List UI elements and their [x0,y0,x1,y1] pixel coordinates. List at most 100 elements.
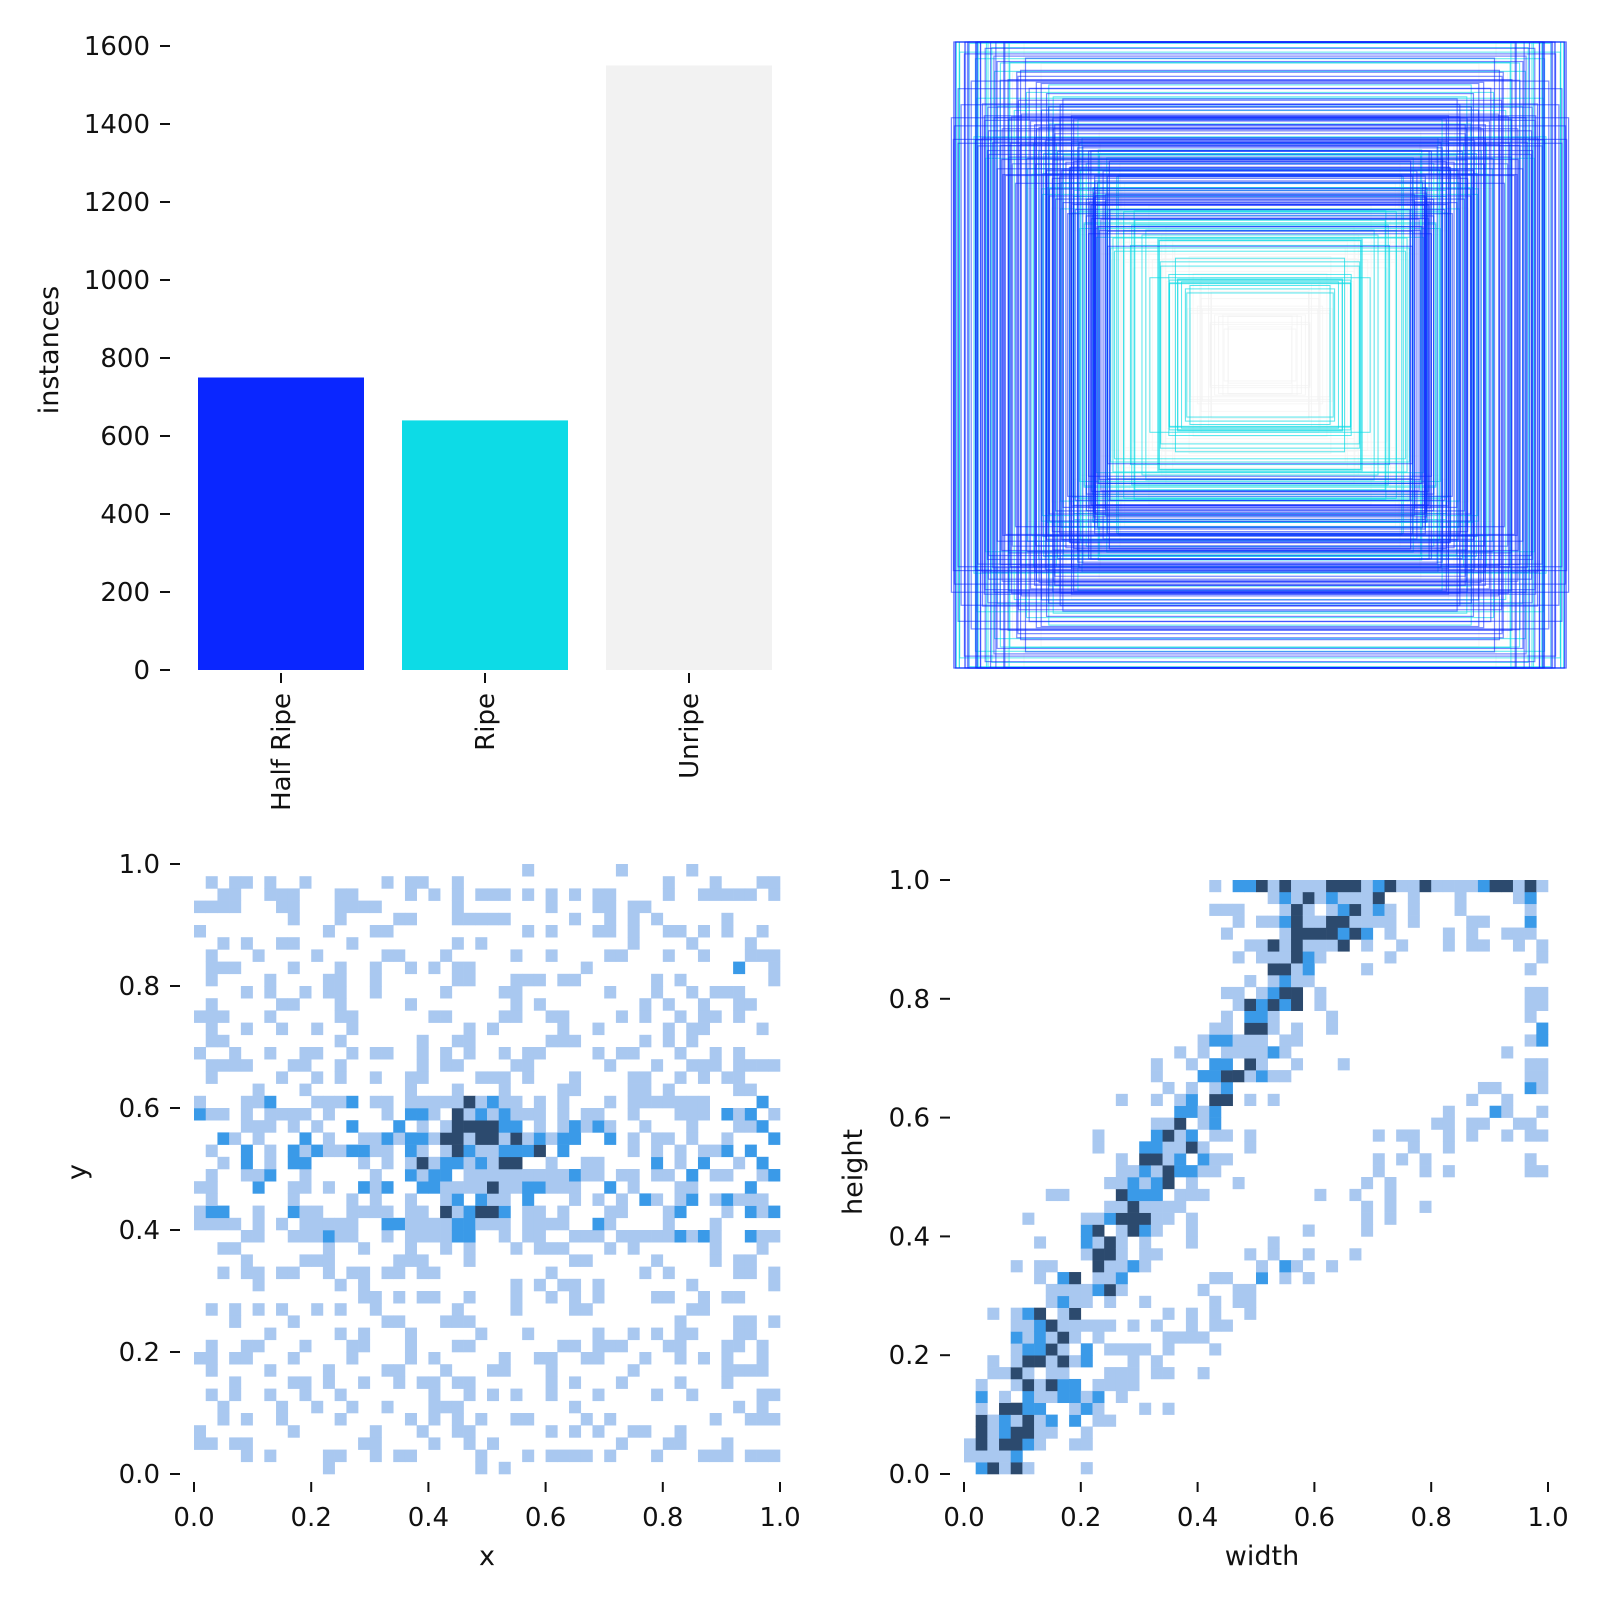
heatmap-cell [639,900,652,914]
heatmap-cell [1127,1200,1140,1213]
heatmap-cell [744,1413,757,1426]
heatmap-cell [1314,880,1327,893]
heatmap-cell [1150,1212,1163,1225]
heatmap-cell [1034,1414,1047,1427]
heatmap-cell [440,1059,453,1072]
heatmap-cell [557,973,570,987]
heatmap-cell [1150,1188,1163,1202]
heatmap-cell [768,1315,781,1328]
box-outline [1095,204,1425,506]
heatmap-cell [1174,1200,1187,1213]
heatmap-cell [287,998,300,1011]
heatmap-cell [498,1156,511,1170]
heatmap-cell [1010,1343,1023,1356]
heatmap-cell [569,1425,582,1438]
heatmap-cell [369,1095,382,1109]
heatmap-cell [1022,1438,1035,1451]
heatmap-cell [463,1156,476,1170]
heatmap-cell [733,1108,746,1121]
heatmap-cell [615,1169,628,1182]
heatmap-cell [1209,1034,1222,1047]
box-outline [1029,120,1491,590]
heatmap-cell [768,1388,781,1402]
box-outline [1129,244,1391,466]
heatmap-cell [756,1095,769,1109]
heatmap-cell [1034,1319,1047,1332]
x-tick-label: 0.8 [642,1503,683,1533]
heatmap-cell [1069,1283,1082,1297]
bar-y-tick-label: 1000 [84,266,150,296]
heatmap-cell [252,1181,265,1194]
box-outline [1052,159,1468,551]
heatmap-cell [592,1388,605,1402]
heatmap-cell [346,1339,359,1353]
heatmap-cell [240,1095,253,1109]
heatmap-cell [1069,1355,1082,1368]
heatmap-cell [416,1217,429,1231]
heatmap-cell [674,1376,687,1389]
heatmap-cell [744,1205,757,1219]
heatmap-cell [475,1144,488,1158]
heatmap-cell [205,900,218,914]
heatmap-cell [498,1193,511,1206]
heatmap-cell [416,1144,429,1158]
heatmap-cell [604,949,617,962]
heatmap-cell [1536,1081,1549,1095]
heatmap-cell [1209,1093,1222,1107]
heatmap-cell [276,1400,289,1414]
heatmap-cell [1349,927,1362,940]
heatmap-cell [299,1230,312,1243]
heatmap-cell [346,1193,359,1206]
heatmap-cell [557,1010,570,1023]
heatmap-cell [1512,927,1525,940]
y-tick-label: 0.4 [889,1222,930,1252]
heatmap-cell [1034,1331,1047,1344]
box-outline [1070,203,1450,507]
heatmap-cell [1034,1272,1047,1285]
heatmap-cell [498,986,511,999]
heatmap-cell [1197,1283,1210,1297]
heatmap-cell [1080,1212,1093,1225]
box-outline [1010,116,1510,594]
heatmap-cell [592,1120,605,1133]
heatmap-cell [498,1095,511,1109]
heatmap-cell [311,1047,324,1060]
heatmap-cell [404,1230,417,1243]
heatmap-cell [475,1108,488,1121]
heatmap-cell [428,1376,441,1389]
heatmap-cell [1185,1177,1198,1190]
heatmap-cell [975,1426,988,1439]
heatmap-cell [674,1327,687,1341]
heatmap-cell [733,998,746,1011]
heatmap-cell [369,1181,382,1194]
heatmap-cell [498,1010,511,1023]
heatmap-cell [487,1437,500,1450]
heatmap-cell [639,1120,652,1133]
heatmap-cell [463,1339,476,1353]
heatmap-cell [240,1254,253,1267]
heatmap-cell [1010,1355,1023,1368]
heatmap-cell [1372,915,1385,928]
bar-x-tick-label: Ripe [471,693,501,751]
box-outline [1166,280,1354,430]
heatmap-cell [252,1132,265,1145]
heatmap-cell [276,900,289,914]
heatmap-cell [522,1181,535,1194]
heatmap-cell [615,1047,628,1060]
heatmap-cell [592,1278,605,1292]
heatmap-cell [744,1327,757,1341]
heatmap-cell [1080,1343,1093,1356]
heatmap-cell [475,1120,488,1133]
heatmap-cell [440,1193,453,1206]
heatmap-cell [756,1193,769,1206]
heatmap-cell [1244,880,1257,893]
heatmap-cell [498,1169,511,1182]
heatmap-cell [205,1169,218,1182]
heatmap-cell [522,1205,535,1219]
heatmap-cell [1104,1378,1117,1392]
heatmap-cell [533,1205,546,1219]
heatmap-cell [1361,903,1374,916]
heatmap-cell [404,1095,417,1109]
heatmap-cell [1150,1093,1163,1107]
heatmap-cell [987,1462,1000,1475]
